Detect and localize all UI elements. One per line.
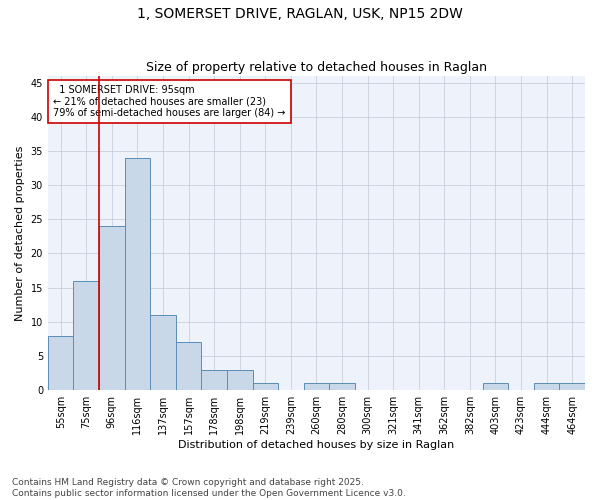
Bar — [559, 384, 585, 390]
Bar — [329, 384, 355, 390]
Text: 1 SOMERSET DRIVE: 95sqm
← 21% of detached houses are smaller (23)
79% of semi-de: 1 SOMERSET DRIVE: 95sqm ← 21% of detache… — [53, 85, 286, 118]
Bar — [202, 370, 227, 390]
Bar — [534, 384, 559, 390]
Bar — [482, 384, 508, 390]
X-axis label: Distribution of detached houses by size in Raglan: Distribution of detached houses by size … — [178, 440, 455, 450]
Bar — [304, 384, 329, 390]
Bar — [48, 336, 73, 390]
Bar — [227, 370, 253, 390]
Text: Contains HM Land Registry data © Crown copyright and database right 2025.
Contai: Contains HM Land Registry data © Crown c… — [12, 478, 406, 498]
Bar — [253, 384, 278, 390]
Bar — [125, 158, 150, 390]
Y-axis label: Number of detached properties: Number of detached properties — [15, 145, 25, 320]
Text: 1, SOMERSET DRIVE, RAGLAN, USK, NP15 2DW: 1, SOMERSET DRIVE, RAGLAN, USK, NP15 2DW — [137, 8, 463, 22]
Bar — [99, 226, 125, 390]
Bar — [176, 342, 202, 390]
Title: Size of property relative to detached houses in Raglan: Size of property relative to detached ho… — [146, 62, 487, 74]
Bar — [73, 281, 99, 390]
Bar — [150, 315, 176, 390]
